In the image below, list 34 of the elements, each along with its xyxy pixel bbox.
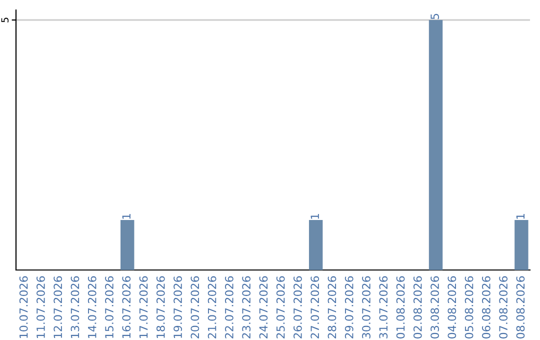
x-tick-label: 31.07.2026 xyxy=(379,276,388,338)
x-tick-label: 11.07.2026 xyxy=(36,276,45,338)
x-tick-label: 29.07.2026 xyxy=(344,276,354,338)
x-tick-label: 28.07.2026 xyxy=(328,276,336,338)
data-label: 1 xyxy=(122,214,130,219)
x-tick-label: 14.07.2026 xyxy=(88,276,96,338)
x-tick-label: 30.07.2026 xyxy=(362,276,370,338)
x-tick-label: 17.07.2026 xyxy=(139,276,148,338)
x-tick-label: 19.07.2026 xyxy=(174,276,182,338)
x-tick-label: 18.07.2026 xyxy=(156,276,165,338)
data-label: 1 xyxy=(310,214,319,219)
data-label: 5 xyxy=(430,14,439,20)
x-tick-label: 24.07.2026 xyxy=(259,276,268,338)
x-tick-label: 10.07.2026 xyxy=(19,276,28,338)
x-tick-label: 02.08.2026 xyxy=(413,276,422,338)
x-tick-label: 20.07.2026 xyxy=(190,276,200,338)
x-tick-label: 06.08.2026 xyxy=(482,276,490,338)
x-tick-label: 15.07.2026 xyxy=(105,276,114,338)
x-tick-label: 23.07.2026 xyxy=(242,276,251,338)
x-tick-label: 08.08.2026 xyxy=(516,276,525,338)
x-tick-label: 22.07.2026 xyxy=(224,276,234,338)
x-tick-label: 27.07.2026 xyxy=(310,276,320,338)
x-tick-label: 03.08.2026 xyxy=(430,276,439,338)
x-tick-label: 12.07.2026 xyxy=(54,276,62,338)
x-tick-label: 13.07.2026 xyxy=(70,276,80,338)
x-tick-label: 04.08.2026 xyxy=(448,276,456,338)
data-label: 1 xyxy=(516,214,524,219)
x-tick-label: 16.07.2026 xyxy=(122,276,131,338)
x-tick-label: 07.08.2026 xyxy=(499,276,508,338)
x-tick-label: 01.08.2026 xyxy=(396,276,405,338)
x-tick-label: 05.08.2026 xyxy=(464,276,474,338)
x-tick-label: 26.07.2026 xyxy=(294,276,302,338)
x-tick-label: 21.07.2026 xyxy=(208,276,216,338)
x-tick-label: 25.07.2026 xyxy=(276,276,285,338)
